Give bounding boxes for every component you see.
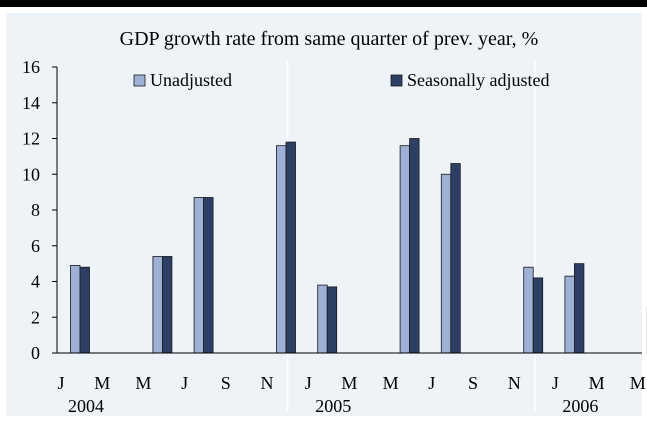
- legend-label-unadjusted: Unadjusted: [150, 70, 232, 90]
- x-tick-label: N: [508, 373, 521, 393]
- bar-unadjusted: [523, 266, 534, 354]
- year-label: 2006: [562, 396, 598, 416]
- chart-title: GDP growth rate from same quarter of pre…: [120, 28, 539, 50]
- y-tick-label: 16: [22, 57, 40, 77]
- bar-seasonally-adjusted: [574, 263, 585, 354]
- x-tick-label: J: [181, 373, 188, 393]
- legend-swatch-seasonally-adjusted: [390, 74, 403, 87]
- bar-unadjusted: [440, 173, 452, 354]
- x-tick-label: N: [261, 373, 274, 393]
- legend: Unadjusted Seasonally adjusted: [133, 70, 549, 90]
- bar-unadjusted: [317, 284, 328, 354]
- x-tick-label: S: [468, 373, 478, 393]
- bar-unadjusted: [564, 275, 575, 354]
- x-tick-label: J: [305, 373, 312, 393]
- year-label: 2005: [315, 396, 351, 416]
- y-tick-label: 0: [31, 343, 40, 363]
- bar-seasonally-adjusted: [450, 163, 461, 354]
- axis-layer: 0 2 4 6 8 10 12 14 16 J M M J S N J M M J S N J M M 2004 2005 2006: [22, 57, 646, 416]
- bar-seasonally-adjusted: [409, 138, 420, 354]
- bar-seasonally-adjusted: [326, 286, 338, 354]
- bar-unadjusted: [152, 256, 163, 354]
- bar-seasonally-adjusted: [532, 277, 544, 354]
- y-tick-label: 2: [31, 307, 40, 327]
- top-rule: [0, 0, 647, 7]
- y-tick-label: 4: [31, 272, 40, 292]
- y-tick-label: 14: [22, 93, 40, 113]
- legend-swatch-unadjusted: [133, 74, 146, 87]
- bar-unadjusted: [276, 145, 287, 354]
- x-tick-label: M: [383, 373, 399, 393]
- bar-layer: [70, 138, 647, 354]
- y-tick-label: 12: [22, 129, 40, 149]
- bar-seasonally-adjusted: [285, 141, 296, 354]
- bar-unadjusted: [70, 265, 81, 354]
- x-tick-label: M: [589, 373, 605, 393]
- bar-seasonally-adjusted: [203, 197, 214, 354]
- y-tick-label: 8: [31, 200, 40, 220]
- bar-seasonally-adjusted: [79, 266, 90, 354]
- bar-unadjusted: [399, 145, 411, 354]
- y-tick-label: 10: [22, 164, 40, 184]
- x-tick-label: M: [135, 373, 151, 393]
- x-tick-label: J: [552, 373, 559, 393]
- legend-label-seasonally-adjusted: Seasonally adjusted: [407, 70, 549, 90]
- x-tick-label: M: [341, 373, 357, 393]
- x-tick-label: J: [428, 373, 435, 393]
- x-tick-label: J: [57, 373, 64, 393]
- bar-unadjusted: [193, 197, 205, 354]
- bar-seasonally-adjusted: [161, 256, 173, 354]
- x-tick-label: S: [221, 373, 231, 393]
- y-tick-label: 6: [31, 236, 40, 256]
- x-tick-label: M: [630, 373, 646, 393]
- year-label: 2004: [68, 396, 104, 416]
- x-tick-label: M: [94, 373, 110, 393]
